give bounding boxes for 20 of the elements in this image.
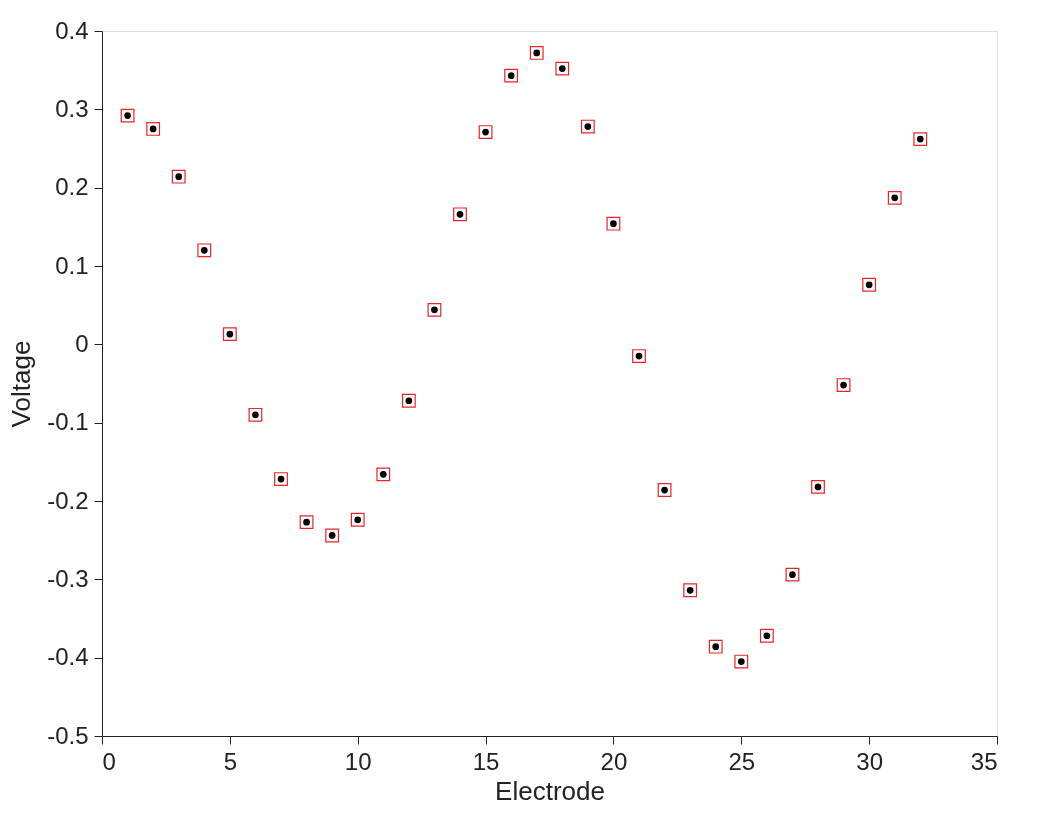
x-tick-label: 20 [600,747,628,775]
x-tick-label: 15 [472,747,500,775]
x-tick-label: 10 [344,747,372,775]
y-tick-label: 0.4 [55,16,89,44]
y-tick-label: 0.1 [55,251,89,279]
y-tick-label: 0 [75,329,89,357]
x-tick-label: 30 [856,747,883,775]
y-tick-label: -0.2 [47,486,89,514]
y-tick-label: -0.3 [47,564,89,592]
y-tick-label: 0.2 [55,173,89,201]
x-tick-label: 5 [223,747,238,775]
y-tick-label: -0.5 [47,721,89,749]
y-axis-title: Voltage [6,340,37,428]
x-tick-label: 25 [728,747,756,775]
x-axis-title: Electrode [495,775,605,806]
x-tick-label: 0 [102,747,116,775]
y-tick-label: 0.3 [55,94,89,122]
x-tick-label: 35 [970,747,998,775]
y-tick-label: -0.4 [47,643,89,671]
y-tick-label: -0.1 [47,408,89,436]
